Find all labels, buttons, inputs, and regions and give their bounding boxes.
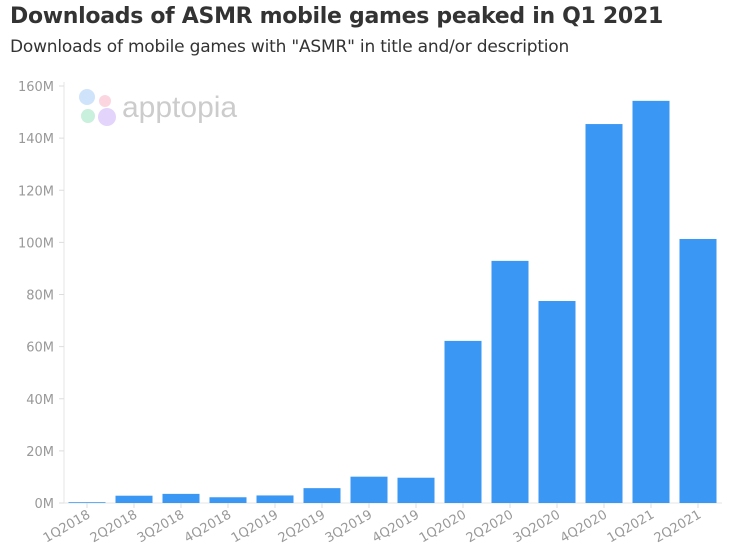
logo-petal [99,95,111,107]
logo-wordmark: apptopia [122,91,237,124]
bar-1Q2018 [68,502,106,503]
logo-petal [98,108,116,126]
bar-2Q2019 [303,488,341,503]
bar-4Q2019 [397,477,435,503]
bar-1Q2020 [444,340,482,503]
y-tick-label: 40M [26,393,54,408]
bar-3Q2019 [350,476,388,503]
x-tick-label: 1Q2021 [605,507,657,546]
bar-2Q2020 [491,260,529,503]
bar-2Q2018 [115,495,153,503]
x-tick-label: 1Q2020 [417,507,469,546]
x-tick-label: 4Q2019 [370,507,422,546]
y-tick-label: 80M [26,289,54,304]
bar-4Q2018 [209,497,247,503]
bar-1Q2021 [632,100,670,503]
chart-subtitle: Downloads of mobile games with "ASMR" in… [10,37,570,57]
logo-petal [79,89,95,105]
bar-3Q2018 [162,493,200,503]
x-tick-label: 4Q2018 [182,507,234,546]
y-tick-label: 100M [18,236,54,251]
y-tick-label: 0M [35,497,55,512]
x-tick-label: 2Q2020 [464,507,516,546]
y-tick-label: 20M [26,445,54,460]
x-tick-label: 3Q2020 [511,507,563,546]
bar-4Q2020 [585,124,623,504]
apptopia-logo: apptopia [79,89,237,126]
y-tick-label: 120M [18,184,54,199]
logo-petal [81,109,95,123]
x-tick-label: 3Q2018 [135,507,187,546]
x-tick-label: 2Q2021 [652,507,704,546]
x-tick-label: 2Q2018 [88,507,140,546]
x-tick-label: 1Q2018 [41,507,93,546]
x-tick-label: 2Q2019 [276,507,328,546]
x-tick-label: 4Q2020 [558,507,610,546]
y-tick-label: 160M [18,80,54,95]
y-tick-label: 140M [18,132,54,147]
x-tick-label: 3Q2019 [323,507,375,546]
bar-3Q2020 [538,301,576,503]
x-tick-label: 1Q2019 [229,507,281,546]
bar-1Q2019 [256,495,294,503]
y-tick-label: 60M [26,341,54,356]
bar-2Q2021 [679,238,717,503]
chart-title: Downloads of ASMR mobile games peaked in… [10,4,663,29]
